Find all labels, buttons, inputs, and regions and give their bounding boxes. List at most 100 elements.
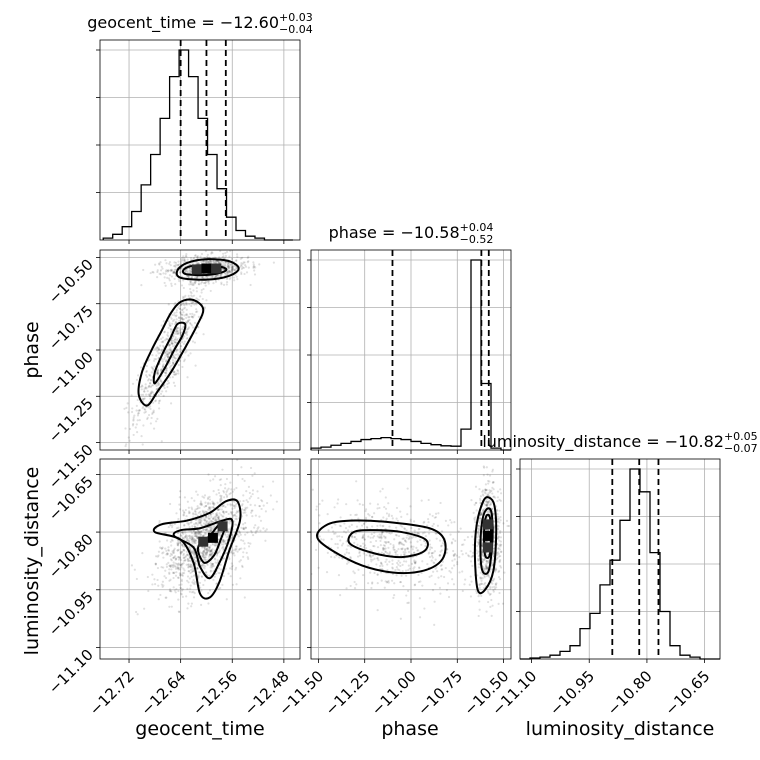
- sample-point: [175, 339, 179, 342]
- sample-point: [160, 324, 163, 327]
- sample-point: [219, 484, 222, 487]
- sample-point: [157, 598, 160, 601]
- sample-point: [364, 516, 368, 519]
- sample-point: [241, 508, 244, 511]
- sample-point: [427, 532, 431, 535]
- sample-point: [195, 290, 198, 293]
- sample-point: [167, 277, 171, 280]
- sample-point: [486, 529, 489, 532]
- sample-point: [477, 614, 480, 618]
- sample-point: [496, 518, 500, 521]
- sample-point: [147, 413, 151, 417]
- sample-point: [458, 571, 461, 574]
- sample-point: [491, 507, 494, 511]
- sample-point: [206, 550, 209, 553]
- sample-point: [235, 267, 238, 270]
- sample-point: [487, 494, 490, 497]
- sample-point: [154, 263, 157, 266]
- sample-point: [401, 548, 404, 551]
- sample-point: [242, 527, 245, 530]
- sample-point: [158, 540, 161, 543]
- panel-content-geocent-time-vs-phase: [123, 250, 275, 448]
- sample-point: [163, 331, 166, 334]
- sample-point: [476, 552, 479, 555]
- density-peak-cell-geocent-time-vs-luminosity-distance-2: [217, 521, 228, 532]
- sample-point: [181, 309, 184, 312]
- sample-point: [174, 338, 177, 341]
- sample-point: [493, 520, 496, 524]
- sample-point: [187, 319, 190, 322]
- sample-point: [383, 544, 387, 547]
- sample-point: [205, 529, 208, 532]
- sample-point: [164, 270, 168, 273]
- sample-point: [170, 317, 173, 320]
- sample-point: [491, 486, 494, 489]
- sample-point: [176, 370, 180, 373]
- sample-point: [382, 524, 385, 527]
- sample-point: [486, 494, 489, 497]
- sample-point: [199, 533, 202, 536]
- sample-point: [353, 536, 356, 539]
- sample-point: [222, 540, 225, 543]
- sample-point: [179, 534, 182, 537]
- sample-point: [205, 553, 208, 556]
- sample-point: [236, 510, 240, 513]
- sample-point: [463, 583, 466, 586]
- sample-point: [180, 550, 184, 553]
- sample-point: [181, 313, 184, 316]
- sample-point: [473, 518, 476, 522]
- sample-point: [196, 310, 199, 313]
- sample-point: [396, 553, 399, 557]
- sample-point: [138, 409, 141, 412]
- sample-point: [199, 603, 203, 606]
- sample-point: [340, 544, 344, 547]
- sample-point: [183, 335, 186, 338]
- sample-point: [356, 555, 360, 558]
- sample-point: [159, 261, 162, 264]
- sample-point: [215, 544, 218, 547]
- sample-point: [326, 513, 329, 516]
- sample-point: [185, 308, 188, 311]
- sample-point: [182, 567, 185, 570]
- sample-point: [397, 534, 401, 538]
- sample-point: [491, 481, 494, 484]
- sample-point: [212, 564, 215, 567]
- sample-point: [222, 574, 225, 578]
- sample-point: [196, 567, 199, 570]
- sample-point: [394, 550, 397, 554]
- sample-point: [398, 540, 401, 544]
- sample-point: [156, 269, 159, 272]
- sample-point: [178, 563, 182, 567]
- sample-point: [387, 579, 390, 583]
- sample-point: [194, 556, 197, 559]
- sample-point: [235, 547, 238, 551]
- sample-point: [175, 318, 178, 321]
- sample-point: [177, 332, 180, 335]
- sample-point: [349, 557, 352, 560]
- sample-point: [172, 586, 175, 589]
- sample-point: [179, 345, 182, 348]
- sample-point: [180, 261, 183, 264]
- sample-point: [168, 523, 172, 526]
- sample-point: [486, 566, 489, 569]
- sample-point: [145, 374, 148, 377]
- sample-point: [168, 564, 171, 567]
- sample-point: [165, 553, 168, 556]
- sample-point: [199, 503, 202, 506]
- sample-point: [242, 523, 245, 526]
- sample-point: [382, 548, 385, 551]
- sample-point: [168, 605, 171, 608]
- sample-point: [212, 578, 215, 581]
- sample-point: [207, 280, 210, 283]
- sample-point: [231, 490, 234, 493]
- sample-point: [485, 566, 488, 569]
- sample-point: [413, 529, 416, 532]
- sample-point: [172, 563, 175, 566]
- sample-point: [198, 532, 202, 535]
- sample-point: [177, 568, 180, 571]
- sample-point: [401, 563, 404, 566]
- sample-point: [214, 275, 217, 279]
- title-upper-error-geocent-time: +0.03: [279, 11, 313, 24]
- sample-point: [172, 566, 175, 569]
